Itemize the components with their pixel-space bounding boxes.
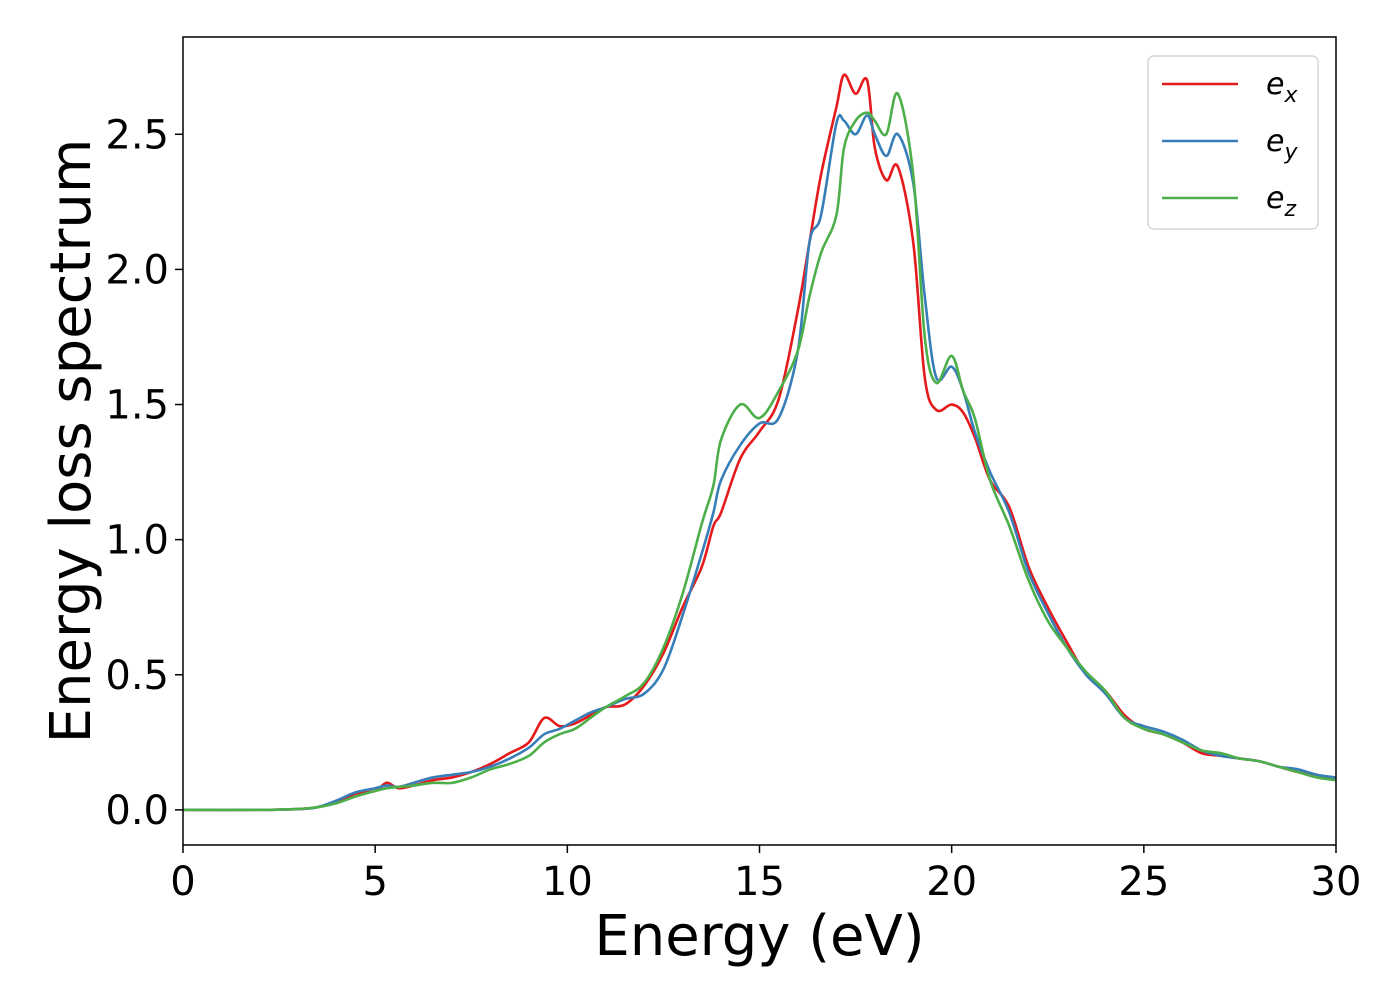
y-axis-label: Energy loss spectrum (39, 139, 104, 744)
x-tick-label: 5 (362, 859, 387, 905)
legend-label-e-y: ey (1266, 124, 1298, 165)
y-tick-label: 0.0 (105, 788, 169, 834)
y-tick-label: 2.5 (105, 112, 169, 158)
x-tick-label: 15 (734, 859, 785, 905)
x-axis-label: Energy (eV) (594, 904, 924, 969)
legend: ex ey ez (1147, 55, 1319, 230)
x-tick-label: 25 (1118, 859, 1169, 905)
legend-box (1147, 55, 1319, 230)
x-tick-label: 30 (1311, 859, 1362, 905)
series-line-e-x (182, 73, 1337, 812)
x-axis-ticks: 0 5 10 15 20 25 30 (170, 845, 1361, 905)
series-line-e-z (182, 92, 1337, 812)
x-tick-label: 20 (926, 859, 977, 905)
legend-label-e-x: ex (1266, 67, 1298, 108)
x-tick-label: 0 (170, 859, 195, 905)
x-tick-label: 10 (542, 859, 593, 905)
series-lines (182, 73, 1337, 812)
y-tick-label: 1.0 (105, 518, 169, 564)
y-axis-ticks: 0.0 0.5 1.0 1.5 2.0 2.5 (105, 112, 183, 834)
y-tick-label: 0.5 (105, 653, 169, 699)
y-tick-label: 1.5 (105, 383, 169, 429)
y-tick-label: 2.0 (105, 247, 169, 293)
legend-label-e-z: ez (1266, 181, 1296, 222)
